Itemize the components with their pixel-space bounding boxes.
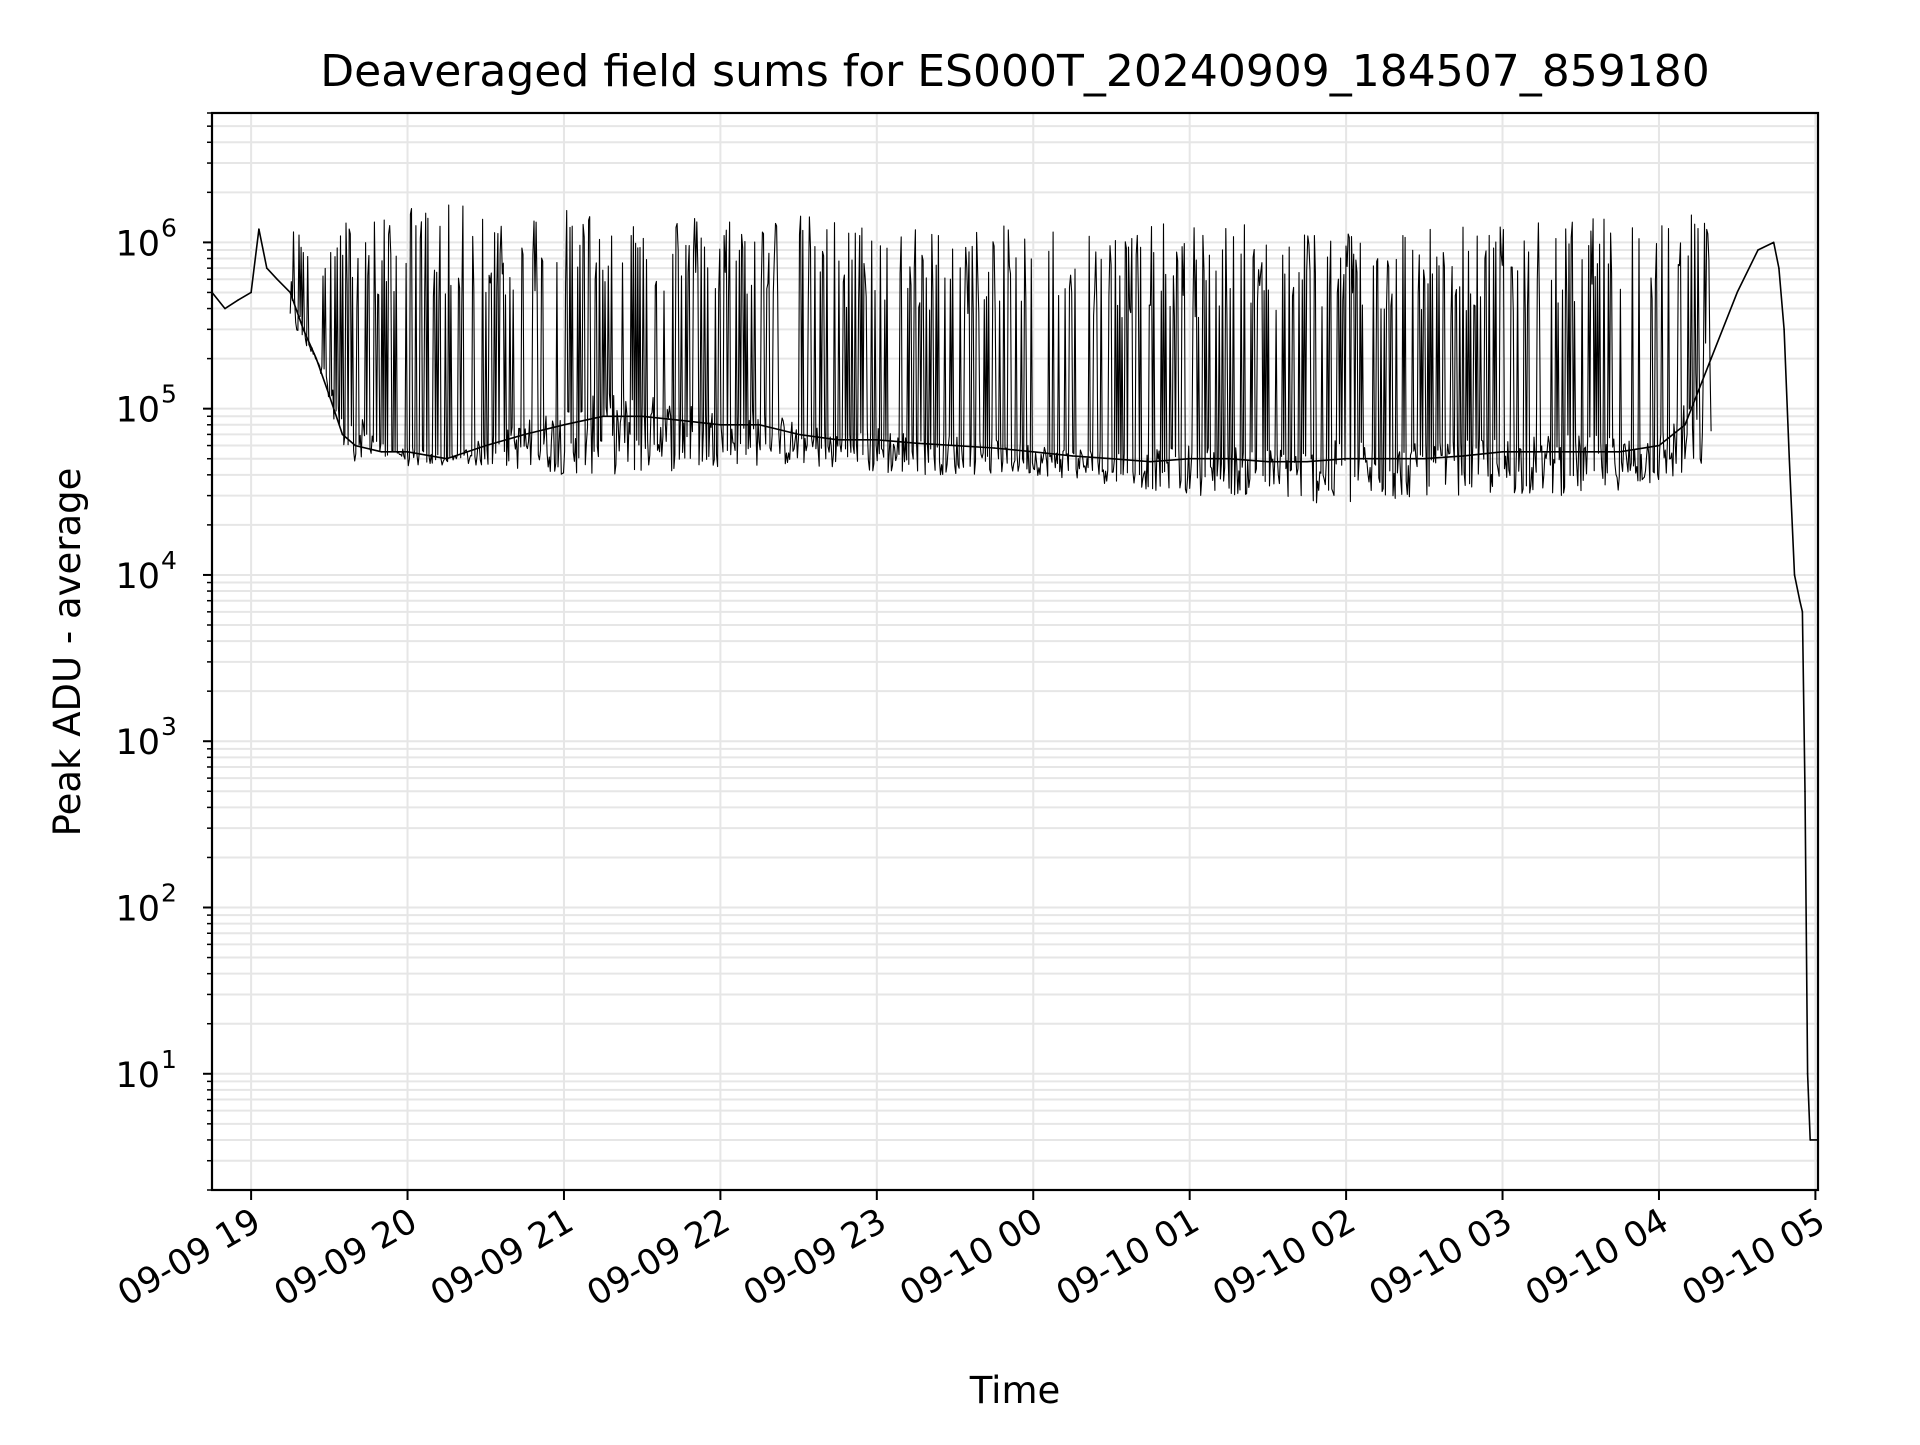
data-point <box>276 278 278 281</box>
data-point <box>1267 460 1269 463</box>
data-point <box>341 433 344 436</box>
plot-frame <box>210 111 1820 1192</box>
data-point <box>1462 455 1465 457</box>
data-point <box>758 423 761 426</box>
data-point <box>237 299 239 301</box>
data-point <box>406 451 409 453</box>
data-point <box>258 228 260 231</box>
data-point <box>380 451 383 453</box>
y-tick-label: 10 <box>115 1056 160 1096</box>
data-point <box>641 415 643 418</box>
y-tick-label-exponent: 6 <box>161 213 177 242</box>
data-point <box>289 291 292 294</box>
y-tick-label: 10 <box>115 557 160 597</box>
data-point <box>1788 457 1791 460</box>
data-point <box>1149 460 1152 463</box>
data-point <box>1384 457 1387 460</box>
data-point <box>302 328 305 331</box>
data-point <box>719 423 722 426</box>
grid <box>212 112 1818 1191</box>
data-point <box>1188 457 1191 460</box>
data-point <box>602 415 604 418</box>
data-point <box>1501 451 1504 453</box>
data-point <box>1801 611 1804 613</box>
data-point <box>1658 444 1660 447</box>
data-point <box>250 291 252 294</box>
data-point <box>1306 460 1308 463</box>
x-tick-label: 09-10 04 <box>1519 1201 1675 1314</box>
series-noise-band <box>289 204 1712 504</box>
data-point <box>224 307 226 310</box>
x-axis-title: Time <box>969 1369 1061 1412</box>
data-point <box>1806 1072 1809 1075</box>
data-point <box>797 433 800 436</box>
y-tick-label: 10 <box>115 723 160 763</box>
data-point <box>1345 457 1347 460</box>
y-tick-label-exponent: 2 <box>161 878 177 907</box>
y-axis-title: Peak ADU - average <box>46 468 89 837</box>
data-point <box>328 394 331 397</box>
x-tick-label: 09-10 02 <box>1206 1201 1362 1314</box>
data-point <box>1809 1139 1811 1141</box>
x-tick-label: 09-09 21 <box>424 1201 580 1314</box>
data-point <box>1793 574 1796 576</box>
data-point <box>1227 457 1230 460</box>
x-tick-label: 09-10 05 <box>1676 1201 1832 1314</box>
x-tick-label: 09-10 01 <box>1050 1201 1206 1314</box>
data-point <box>1032 451 1035 453</box>
data-point <box>954 444 956 447</box>
data-point <box>1540 451 1543 453</box>
y-tick-label: 10 <box>115 889 160 929</box>
data-point <box>876 438 878 441</box>
x-tick-label: 09-09 22 <box>581 1201 737 1314</box>
y-tick-label-exponent: 1 <box>161 1045 177 1074</box>
x-tick-label: 09-10 00 <box>893 1201 1049 1314</box>
data-point <box>354 444 357 447</box>
chart-title: Deaveraged field sums for ES000T_2024090… <box>320 46 1709 97</box>
data-point <box>524 433 526 436</box>
data-point <box>915 442 917 444</box>
x-tick-label: 09-09 20 <box>268 1201 424 1314</box>
series-line <box>211 228 1818 1141</box>
data-point <box>1619 451 1621 453</box>
data-point <box>445 457 448 460</box>
data-point <box>1736 291 1738 294</box>
data-point <box>1110 457 1113 460</box>
data-point <box>484 444 487 447</box>
data-point <box>1710 357 1712 360</box>
x-tick-label: 09-09 23 <box>737 1201 893 1314</box>
data-point <box>993 447 995 449</box>
data-point <box>1579 451 1582 453</box>
data-point <box>265 267 268 269</box>
x-tick-label: 09-10 03 <box>1363 1201 1519 1314</box>
x-tick-label: 09-09 19 <box>111 1201 267 1314</box>
y-tick-label-exponent: 5 <box>161 380 177 409</box>
data-point <box>315 357 318 360</box>
y-tick-label-exponent: 4 <box>161 546 177 575</box>
data-point <box>1783 328 1785 331</box>
data-point <box>1757 249 1759 251</box>
series-layer <box>211 204 1819 1141</box>
y-tick-label: 10 <box>115 224 160 264</box>
data-point <box>1804 790 1806 793</box>
data-point <box>1071 455 1074 457</box>
data-point <box>563 423 565 426</box>
data-point <box>1684 423 1686 426</box>
data-point <box>680 419 683 422</box>
y-tick-label-exponent: 3 <box>161 712 177 741</box>
data-point <box>1798 599 1801 602</box>
data-point <box>1778 267 1780 269</box>
data-point <box>1772 241 1775 244</box>
data-point <box>1423 457 1426 460</box>
data-point <box>836 438 839 441</box>
y-tick-label: 10 <box>115 391 160 431</box>
x-axis: 09-09 19 09-09 20 09-09 21 09-09 22 09-09 23… <box>111 1190 1832 1314</box>
